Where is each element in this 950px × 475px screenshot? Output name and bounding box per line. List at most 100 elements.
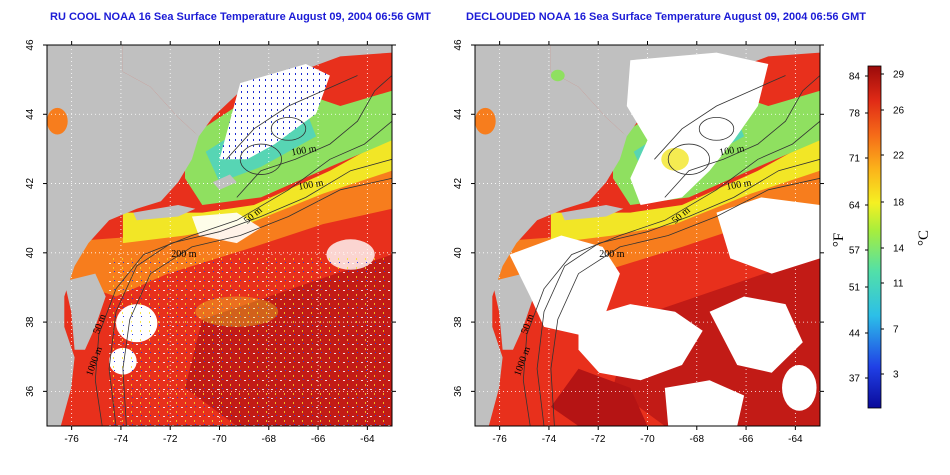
depth-contour-line: [654, 75, 786, 160]
gulf-yellow-patch: [661, 147, 689, 171]
land-mainland: [47, 45, 199, 426]
depth-contour-line: [664, 75, 820, 198]
lat-tick-label: 36: [453, 385, 464, 397]
land-delmarva: [64, 273, 106, 350]
right-panel-title: DECLOUDED NOAA 16 Sea Surface Temperatur…: [466, 11, 866, 23]
celsius-tick-label: 29: [893, 70, 905, 81]
land-delmarva: [492, 273, 534, 350]
lon-tick-label: -66: [311, 434, 326, 445]
celsius-tick-label: 22: [893, 151, 905, 162]
masked-cloud-east: [716, 197, 820, 274]
celsius-unit-label: °C: [916, 230, 932, 246]
temperature-colorbar: 84 78 71 64 57 51 44 37 29 26 22 18 14 11 7 3 °F °C: [831, 65, 932, 409]
colorbar-gradient: [867, 65, 882, 409]
lon-tick-label: -68: [690, 434, 705, 445]
contour-label: 100 m: [725, 177, 752, 192]
cloud-shelf-patch: [191, 212, 261, 244]
georges-bank-contour: [239, 143, 282, 175]
land-cape-cod: [212, 174, 237, 190]
contour-label: 200 m: [599, 249, 625, 260]
fahrenheit-unit-label: °F: [831, 233, 847, 247]
depth-contour-line: [550, 177, 820, 426]
lon-tick-label: -72: [163, 434, 178, 445]
coastal-green-patch: [550, 69, 565, 82]
cloud-edge-speckle: [219, 64, 330, 160]
celsius-tick-label: 7: [893, 325, 899, 336]
lon-tick-label: -76: [492, 434, 507, 445]
lat-tick-label: 42: [25, 178, 36, 190]
lat-tick-label: 40: [453, 247, 464, 259]
fahrenheit-tick-label: 78: [849, 109, 861, 120]
depth-contour-line: [108, 158, 392, 426]
grid-lines: [47, 45, 392, 426]
fahrenheit-tick-label: 64: [849, 201, 861, 212]
depth-contour-line: [236, 75, 392, 198]
contour-label: 100 m: [291, 143, 318, 158]
lat-tick-label: 44: [25, 108, 36, 120]
depth-contour-line: [522, 120, 820, 426]
lat-tick-label: 44: [453, 108, 464, 120]
celsius-tick-label: 26: [893, 106, 905, 117]
celsius-tick-label: 14: [893, 244, 905, 255]
lon-tick-label: -74: [542, 434, 557, 445]
lat-tick-label: 42: [453, 178, 464, 190]
left-panel-title: RU COOL NOAA 16 Sea Surface Temperature …: [50, 11, 431, 23]
depth-contour-line: [536, 158, 820, 426]
land-long-island: [133, 205, 196, 221]
nearshore-hot-water: [550, 368, 648, 426]
cloud-speckle-texture: [109, 254, 392, 426]
contour-label: 100 m: [297, 177, 324, 192]
celsius-tick-label: 18: [893, 198, 905, 209]
lat-tick-label: 38: [25, 316, 36, 328]
masked-cloud-south: [578, 304, 703, 381]
fahrenheit-tick-label: 44: [849, 329, 861, 340]
fahrenheit-tick-label: 57: [849, 246, 861, 257]
warm-swirl: [195, 296, 279, 327]
fahrenheit-tick-label: 37: [849, 374, 861, 385]
georges-bank-contour: [667, 143, 711, 175]
land-long-island: [561, 205, 624, 221]
fahrenheit-tick-label: 71: [849, 154, 861, 165]
lat-tick-label: 46: [25, 39, 36, 51]
lat-tick-label: 46: [453, 39, 464, 51]
bathymetry-contours: [522, 75, 820, 426]
grid-lines: [475, 45, 820, 426]
lon-tick-label: -76: [64, 434, 79, 445]
lon-tick-label: -64: [788, 434, 803, 445]
masked-cloud-gulf-of-maine: [626, 52, 769, 205]
shelf-yellow-water: [122, 136, 392, 244]
masked-cloud-southeast: [709, 296, 803, 373]
land-north-coast: [550, 45, 820, 137]
masked-cloud-bottom: [664, 380, 745, 426]
depth-contour-line: [94, 120, 392, 426]
celsius-tick-label: 11: [893, 279, 904, 290]
coastal-warm-patch: [47, 107, 68, 135]
celsius-tick-label: 3: [893, 370, 899, 381]
fahrenheit-tick-label: 84: [849, 72, 861, 83]
lon-tick-label: -74: [114, 434, 129, 445]
lon-tick-label: -70: [212, 434, 227, 445]
depth-contour-line: [122, 177, 392, 426]
lat-tick-label: 40: [25, 247, 36, 259]
offshore-hot-water: [613, 254, 820, 426]
land-north-coast: [122, 45, 392, 137]
shelf-yellow-water: [550, 136, 820, 244]
masked-cloud-corner: [782, 365, 817, 411]
contour-label: 100 m: [719, 143, 746, 158]
lon-tick-label: -72: [591, 434, 606, 445]
depth-contour-line: [226, 75, 358, 160]
land-mainland: [475, 45, 627, 426]
bathymetry-contours: [94, 75, 392, 426]
lon-tick-label: -68: [262, 434, 277, 445]
fahrenheit-tick-label: 51: [849, 283, 861, 294]
gulf-basin-contour: [270, 116, 307, 141]
lon-tick-label: -70: [640, 434, 655, 445]
contour-label: 200 m: [171, 249, 197, 260]
lat-tick-label: 38: [453, 316, 464, 328]
masked-cloud-slope: [509, 235, 620, 335]
coastal-warm-patch: [475, 107, 496, 135]
lon-tick-label: -64: [360, 434, 375, 445]
lat-tick-label: 36: [25, 385, 36, 397]
